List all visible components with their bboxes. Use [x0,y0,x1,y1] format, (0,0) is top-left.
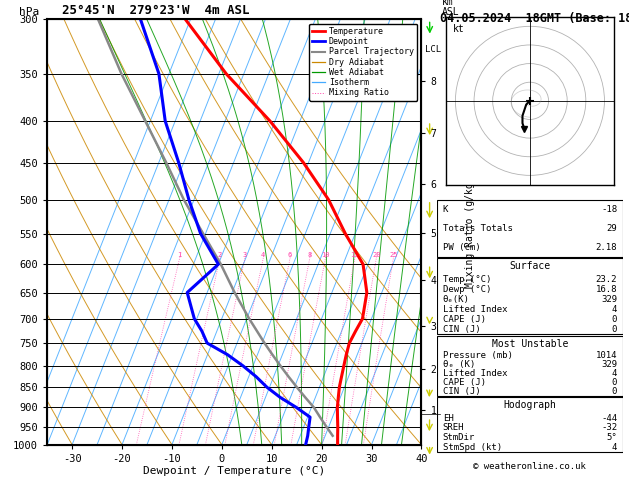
Text: 20: 20 [372,252,381,259]
X-axis label: Dewpoint / Temperature (°C): Dewpoint / Temperature (°C) [143,467,325,476]
Text: 5°: 5° [606,433,617,442]
Text: Mixing Ratio (g/kg): Mixing Ratio (g/kg) [465,176,475,288]
Text: hPa: hPa [19,7,40,17]
Text: 0: 0 [612,387,617,396]
Text: Lifted Index: Lifted Index [443,369,507,378]
Text: 3: 3 [243,252,247,259]
Text: Hodograph: Hodograph [503,400,557,410]
Text: km
ASL: km ASL [442,0,460,17]
Bar [437,336,623,396]
Text: PW (cm): PW (cm) [443,243,481,252]
Text: 1014: 1014 [596,351,617,361]
Text: 10: 10 [321,252,330,259]
Text: StmDir: StmDir [443,433,475,442]
Text: 2: 2 [218,252,222,259]
Text: 329: 329 [601,295,617,304]
Text: 0: 0 [612,315,617,324]
Text: -18: -18 [601,205,617,214]
Text: 29: 29 [606,224,617,233]
Text: CAPE (J): CAPE (J) [443,378,486,387]
Text: 16.8: 16.8 [596,285,617,294]
Text: 0: 0 [612,378,617,387]
Text: 04.05.2024  18GMT (Base: 18): 04.05.2024 18GMT (Base: 18) [440,12,629,25]
Text: 15: 15 [350,252,359,259]
Text: SREH: SREH [443,423,464,432]
Text: CAPE (J): CAPE (J) [443,315,486,324]
Bar [437,259,623,334]
Text: Lifted Index: Lifted Index [443,305,507,314]
Text: Most Unstable: Most Unstable [492,339,568,348]
Text: CIN (J): CIN (J) [443,325,481,334]
Bar [437,398,623,452]
Text: θₑ (K): θₑ (K) [443,361,475,369]
Text: Pressure (mb): Pressure (mb) [443,351,513,361]
Text: StmSpd (kt): StmSpd (kt) [443,443,502,451]
Text: kt: kt [453,24,465,34]
Text: Surface: Surface [509,261,550,271]
Text: θₑ(K): θₑ(K) [443,295,470,304]
Text: 25°45'N  279°23'W  4m ASL: 25°45'N 279°23'W 4m ASL [47,4,250,17]
Text: -32: -32 [601,423,617,432]
Text: 4: 4 [612,369,617,378]
Text: 329: 329 [601,361,617,369]
Text: 8: 8 [308,252,312,259]
Bar [437,200,623,257]
Text: 4: 4 [612,305,617,314]
Text: LCL: LCL [425,45,442,54]
Text: 25: 25 [389,252,398,259]
Text: K: K [443,205,448,214]
Text: Totals Totals: Totals Totals [443,224,513,233]
Text: 4: 4 [261,252,265,259]
Text: 23.2: 23.2 [596,275,617,284]
Text: 2.18: 2.18 [596,243,617,252]
Text: CIN (J): CIN (J) [443,387,481,396]
Text: 6: 6 [288,252,292,259]
Text: EH: EH [443,414,454,422]
Text: © weatheronline.co.uk: © weatheronline.co.uk [474,462,586,470]
Text: 1: 1 [177,252,182,259]
Text: 4: 4 [612,443,617,451]
Text: 0: 0 [612,325,617,334]
Legend: Temperature, Dewpoint, Parcel Trajectory, Dry Adiabat, Wet Adiabat, Isotherm, Mi: Temperature, Dewpoint, Parcel Trajectory… [309,24,417,101]
Text: -44: -44 [601,414,617,422]
Text: Temp (°C): Temp (°C) [443,275,491,284]
Text: Dewp (°C): Dewp (°C) [443,285,491,294]
